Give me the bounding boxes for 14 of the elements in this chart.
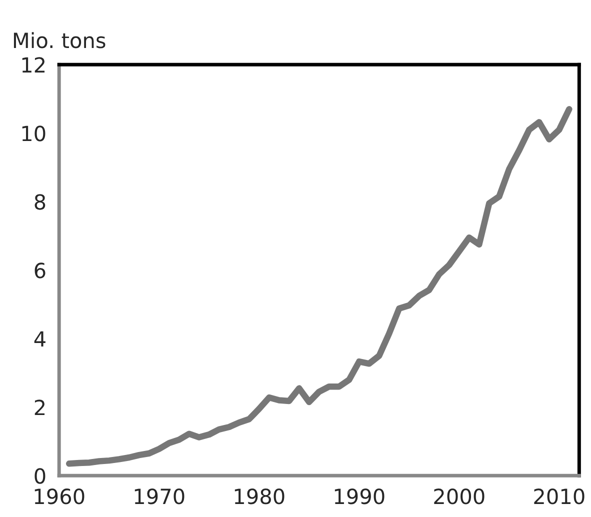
- y-tick-label: 8: [34, 194, 46, 210]
- x-tick-label: 1980: [234, 488, 284, 504]
- x-tick-label: 2000: [434, 488, 484, 504]
- y-tick-label: 6: [34, 262, 46, 278]
- y-tick-label: 2: [34, 400, 45, 416]
- y-tick-label: 4: [34, 331, 46, 347]
- x-tick-label: 2010: [534, 488, 584, 504]
- y-axis-title: Mio. tons: [14, 32, 106, 48]
- x-tick-label: 1960: [34, 488, 84, 504]
- y-tick-label: 12: [22, 57, 45, 73]
- y-tick-label: 10: [22, 126, 46, 142]
- x-tick-label: 1970: [134, 488, 184, 504]
- y-tick-label: 0: [34, 468, 46, 484]
- x-tick-label: 1990: [334, 488, 384, 504]
